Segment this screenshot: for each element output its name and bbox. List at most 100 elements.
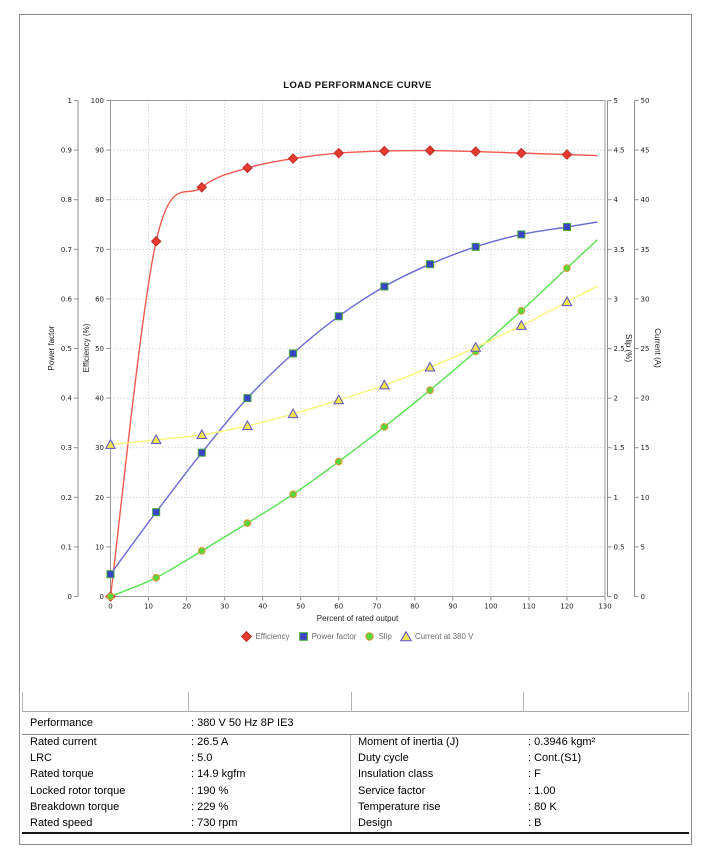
power-factor-axis-title: Power factor [47,325,56,371]
efficiency-marker [379,145,390,157]
slip-marker [563,264,571,272]
legend-item-slip: Slip [364,631,392,642]
tick-label-x: 10 [144,603,153,611]
tick-label-slip: 0 [614,593,618,601]
current-triangle-icon [399,631,412,642]
tick-label-current: 30 [641,295,650,303]
tick-label-power_factor: 0.1 [61,543,72,551]
spec-label: Locked rotor torque [30,784,126,797]
tick-label-efficiency: 40 [95,395,104,403]
tick-label-efficiency: 80 [95,196,104,204]
current-at-380-v-marker [378,379,390,390]
tick-label-current: 50 [641,97,650,105]
power-factor-marker [426,260,435,269]
tick-label-current: 0 [641,593,645,601]
legend-label: Slip [378,632,392,641]
tick-label-slip: 4 [614,196,619,204]
spec-value: : 730 rpm [191,816,238,829]
slip-marker [289,490,297,499]
tick-label-slip: 3 [614,295,618,303]
spec-row: Rated torque: 14.9 kgfm Insulation class:… [22,767,689,784]
tick-label-efficiency: 100 [91,97,104,105]
current-at-380-v-marker [104,438,117,449]
spec-row: Rated speed: 730 rpm Design: B [22,816,689,833]
spec-label: LRC [30,752,53,765]
tick-label-slip: 2 [614,395,618,403]
tick-label-current: 10 [641,494,650,502]
tick-label-power_factor: 0.5 [61,345,72,353]
tick-label-x: 40 [258,603,267,611]
slip-marker [380,423,389,431]
slip-marker [152,573,160,582]
efficiency-marker [333,147,345,159]
spec-label: Moment of inertia (J) [358,736,459,748]
power-factor-marker [197,448,206,457]
efficiency-marker [424,145,436,156]
tick-label-power_factor: 0.9 [61,147,72,155]
tick-label-power_factor: 0.4 [61,395,73,403]
power-factor-marker [152,508,161,517]
slip-marker [106,592,115,601]
power-factor-square-icon [298,632,308,641]
slip-curve [110,239,598,598]
tick-label-efficiency: 10 [95,543,104,551]
tick-label-x: 70 [372,603,381,611]
tick-label-power_factor: 0.6 [61,295,73,303]
legend-label: Current at 380 V [414,632,474,641]
spec-value: : F [528,768,541,781]
legend-label: Efficiency [255,632,290,641]
efficiency-marker [196,181,208,193]
current-at-380-v-marker [333,394,345,405]
tick-label-power_factor: 0.2 [61,494,72,502]
tick-label-slip: 4.5 [614,147,625,155]
spec-label: Duty cycle [358,752,409,765]
power-factor-marker [334,312,343,321]
x-axis-title: Percent of rated output [316,614,399,623]
tick-label-efficiency: 90 [95,147,104,155]
spec-table-body: Rated current: 26.5 A Moment of inertia (… [22,735,689,834]
current-at-380-v-curve [110,285,598,446]
spec-label: Service factor [358,784,426,797]
current-at-380-v-marker [561,295,573,307]
spec-label: Insulation class [358,768,434,781]
legend-label: Power factor [311,632,357,641]
spec-value: : 0.3946 kgm² [528,736,596,748]
efficiency-curve [109,149,598,597]
slip-marker [517,307,526,315]
power-factor-marker [106,570,115,579]
performance-row: Performance : 380 V 50 Hz 8P IE3 [22,712,689,735]
tick-label-slip: 5 [614,97,618,105]
tick-label-slip: 1.5 [614,444,625,452]
power-factor-marker [380,282,389,291]
tick-label-power_factor: 0.7 [61,246,72,254]
efficiency-marker [516,147,527,159]
slip-marker [243,519,252,527]
slip-marker [197,547,206,555]
legend-item-power-factor: Power factor [298,631,357,642]
tick-label-x: 110 [522,603,535,611]
slip-circle-icon [365,632,375,641]
slip-axis-title: Slip (%) [624,333,633,362]
efficiency-axis-title: Efficiency (%) [82,323,91,373]
tick-label-power_factor: 0.3 [61,444,72,452]
spec-value: : B [528,816,542,829]
load-performance-chart: 00.10.20.30.40.50.60.70.80.9101020304050… [61,97,650,611]
spec-value: : 229 % [191,800,229,813]
spec-row: Breakdown torque: 229 % Temperature rise:… [22,800,689,817]
tick-label-current: 45 [641,147,650,155]
spec-value: : 14.9 kgfm [191,768,246,781]
spec-table-header-row [22,692,689,712]
tick-label-current: 15 [641,444,650,452]
efficiency-marker [242,162,253,174]
slip-marker [334,457,343,466]
chart-legend: Efficiency Power factor Slip Current at … [0,631,711,642]
power-factor-marker [562,222,571,231]
tick-label-efficiency: 30 [95,444,104,452]
tick-label-slip: 1 [614,494,618,502]
column-divider [350,735,351,832]
spec-label: Temperature rise [358,800,441,813]
current-at-380-v-marker [424,361,436,372]
efficiency-marker [150,236,162,247]
efficiency-marker [287,153,299,164]
tick-label-current: 40 [641,196,650,204]
